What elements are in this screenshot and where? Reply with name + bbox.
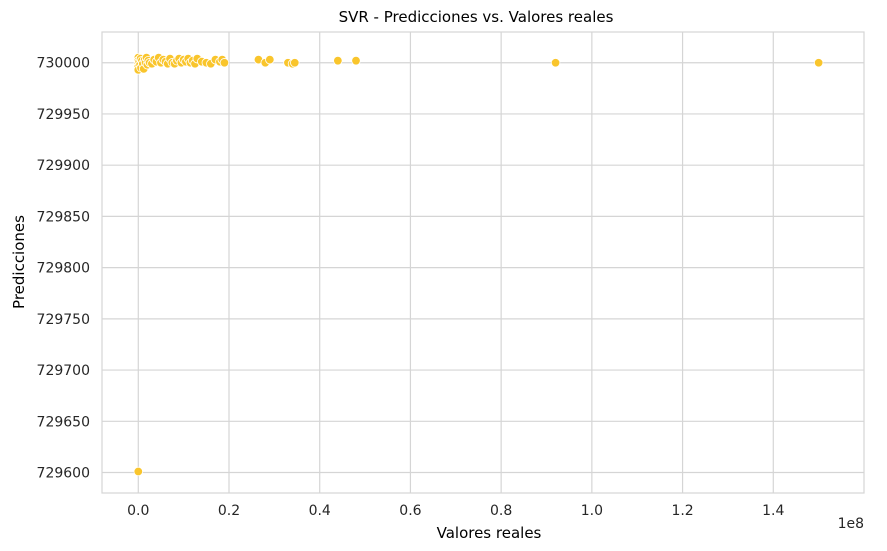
- x-tick-label: 1.4: [762, 503, 784, 519]
- y-tick-label: 729750: [37, 312, 90, 328]
- y-tick-label: 729950: [37, 107, 90, 123]
- x-tick-label: 0.6: [399, 503, 421, 519]
- data-point: [133, 466, 143, 477]
- data-point: [550, 58, 561, 68]
- x-tick-label: 0.2: [218, 503, 240, 519]
- data-point: [219, 58, 230, 68]
- y-axis-title: Predicciones: [10, 215, 28, 309]
- plot-frame: [101, 31, 865, 494]
- x-offset-label: 1e8: [838, 516, 864, 532]
- y-tick-label: 730000: [37, 56, 90, 72]
- x-tick-label: 0.4: [309, 503, 331, 519]
- y-tick-label: 729700: [37, 363, 90, 379]
- y-tick-label: 729650: [37, 414, 90, 430]
- y-tick-label: 729600: [37, 466, 90, 482]
- x-tick-labels: 0.0 0.2 0.4 0.6 0.8 1.0 1.2 1.4: [127, 503, 784, 519]
- x-tick-label: 0.8: [490, 503, 512, 519]
- data-point: [333, 55, 343, 66]
- x-axis-title: Valores reales: [437, 524, 542, 542]
- x-tick-label: 1.0: [581, 503, 603, 519]
- y-tick-labels: 729600 729650 729700 729750 729800 729850 7299…: [37, 56, 90, 482]
- data-point: [265, 54, 275, 65]
- y-tick-label: 729800: [37, 261, 90, 277]
- data-point: [351, 55, 361, 66]
- grid: [102, 32, 864, 493]
- data-point: [813, 58, 824, 68]
- data-points: [133, 52, 824, 477]
- x-tick-label: 0.0: [127, 503, 149, 519]
- data-point: [290, 58, 300, 68]
- chart-title: SVR - Predicciones vs. Valores reales: [339, 8, 614, 26]
- y-tick-label: 729850: [37, 209, 90, 225]
- x-tick-label: 1.2: [671, 503, 693, 519]
- y-tick-label: 729900: [37, 158, 90, 174]
